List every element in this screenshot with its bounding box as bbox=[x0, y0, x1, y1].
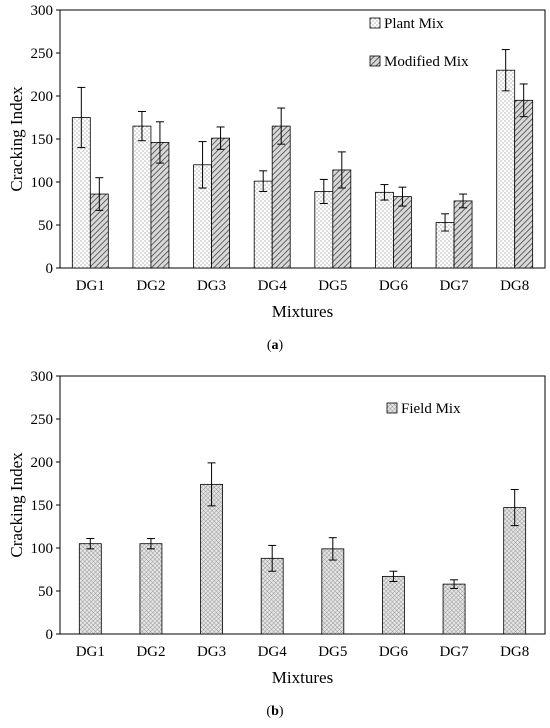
y-tick-label: 300 bbox=[31, 369, 54, 385]
error-bar bbox=[77, 86, 86, 149]
bar-field-mix-dg2 bbox=[139, 543, 163, 635]
error-bar bbox=[319, 178, 328, 204]
y-tick-label: 100 bbox=[31, 175, 54, 191]
bar-field-mix-dg5 bbox=[321, 548, 345, 635]
bar-plant-mix-dg8 bbox=[496, 69, 516, 269]
y-tick-label: 150 bbox=[31, 132, 54, 148]
error-bar bbox=[450, 579, 459, 589]
legend-swatch bbox=[369, 17, 381, 29]
bar-field-mix-dg8 bbox=[503, 507, 527, 635]
plot-frame bbox=[59, 375, 546, 635]
error-bar bbox=[277, 107, 286, 145]
x-tick-label: DG5 bbox=[318, 278, 347, 294]
y-tick-label: 150 bbox=[31, 498, 54, 514]
caption-a: (a) bbox=[266, 338, 284, 353]
x-tick-label: DG3 bbox=[197, 644, 226, 660]
x-tick-label: DG3 bbox=[197, 278, 226, 294]
error-bar bbox=[146, 538, 155, 550]
x-tick-label: DG2 bbox=[136, 644, 165, 660]
figure-b: 0 50 100 150 200 250 300 Cracking Index DG1 DG2 DG… bbox=[0, 366, 550, 728]
error-bar bbox=[398, 186, 407, 207]
x-tick-label: DG2 bbox=[136, 278, 165, 294]
y-tick-label: 100 bbox=[31, 541, 54, 557]
error-bar bbox=[207, 462, 216, 507]
y-tick-label: 50 bbox=[38, 584, 53, 600]
x-tick-label: DG8 bbox=[500, 644, 529, 660]
x-tick-label: DG1 bbox=[76, 278, 105, 294]
error-bar bbox=[216, 126, 225, 150]
y-axis-label: Cracking Index bbox=[7, 86, 26, 192]
legend-label: Plant Mix bbox=[384, 16, 444, 32]
y-tick-label: 0 bbox=[46, 627, 54, 643]
y-tick-label: 50 bbox=[38, 218, 53, 234]
bar-field-mix-dg1 bbox=[78, 543, 102, 635]
chart-a: 0 50 100 150 200 250 300 Cracking Index DG1 DG2 DG… bbox=[7, 3, 546, 321]
x-tick-label: DG4 bbox=[258, 644, 288, 660]
y-tick-label: 250 bbox=[31, 46, 54, 62]
y-tick-label: 300 bbox=[31, 3, 54, 19]
error-bar bbox=[380, 184, 389, 201]
bar-modified-mix-dg3 bbox=[211, 137, 230, 269]
x-axis-label: Mixtures bbox=[272, 668, 333, 687]
x-tick-label: DG6 bbox=[379, 278, 409, 294]
error-bar bbox=[259, 170, 268, 192]
bar-plant-mix-dg2 bbox=[132, 125, 152, 269]
x-axis-label: Mixtures bbox=[272, 302, 333, 321]
bar-modified-mix-dg6 bbox=[393, 196, 412, 269]
error-bar bbox=[459, 193, 468, 209]
x-tick-label: DG1 bbox=[76, 644, 105, 660]
error-bar bbox=[441, 213, 450, 232]
error-bar bbox=[137, 110, 146, 142]
bar-field-mix-dg3 bbox=[200, 483, 223, 635]
bar-field-mix-dg6 bbox=[382, 575, 405, 635]
bar-plant-mix-dg4 bbox=[253, 180, 273, 269]
chart-b: 0 50 100 150 200 250 300 Cracking Index DG1 DG2 DG… bbox=[7, 369, 546, 687]
legend-label: Modified Mix bbox=[384, 54, 469, 70]
error-bar bbox=[519, 83, 528, 118]
x-tick-label: DG4 bbox=[258, 278, 288, 294]
error-bar bbox=[95, 177, 104, 211]
error-bar bbox=[328, 537, 337, 561]
error-bar bbox=[337, 151, 346, 189]
error-bar bbox=[389, 570, 398, 583]
error-bar bbox=[510, 489, 519, 527]
y-tick-label: 0 bbox=[46, 261, 54, 277]
y-axis-label: Cracking Index bbox=[7, 452, 26, 558]
error-bar bbox=[86, 538, 95, 550]
legend-swatch bbox=[386, 402, 398, 414]
bar-modified-mix-dg7 bbox=[453, 200, 473, 269]
bar-plant-mix-dg6 bbox=[375, 191, 394, 269]
y-tick-label: 250 bbox=[31, 412, 54, 428]
figure-a: 0 50 100 150 200 250 300 Cracking Index DG1 DG2 DG… bbox=[0, 0, 550, 362]
error-bar bbox=[501, 49, 510, 92]
x-tick-label: DG7 bbox=[439, 278, 469, 294]
x-tick-label: DG8 bbox=[500, 278, 529, 294]
x-tick-label: DG6 bbox=[379, 644, 409, 660]
legend-swatch bbox=[369, 55, 381, 67]
x-tick-label: DG7 bbox=[439, 644, 469, 660]
error-bar bbox=[268, 544, 277, 572]
bar-field-mix-dg7 bbox=[442, 583, 466, 635]
x-tick-label: DG5 bbox=[318, 644, 347, 660]
bar-modified-mix-dg4 bbox=[271, 125, 291, 269]
legend-label: Field Mix bbox=[401, 401, 461, 417]
caption-b: (b) bbox=[266, 704, 284, 719]
error-bar bbox=[198, 141, 207, 189]
error-bar bbox=[155, 121, 164, 164]
y-tick-label: 200 bbox=[31, 455, 54, 471]
y-tick-label: 200 bbox=[31, 89, 54, 105]
bar-modified-mix-dg8 bbox=[514, 99, 534, 269]
